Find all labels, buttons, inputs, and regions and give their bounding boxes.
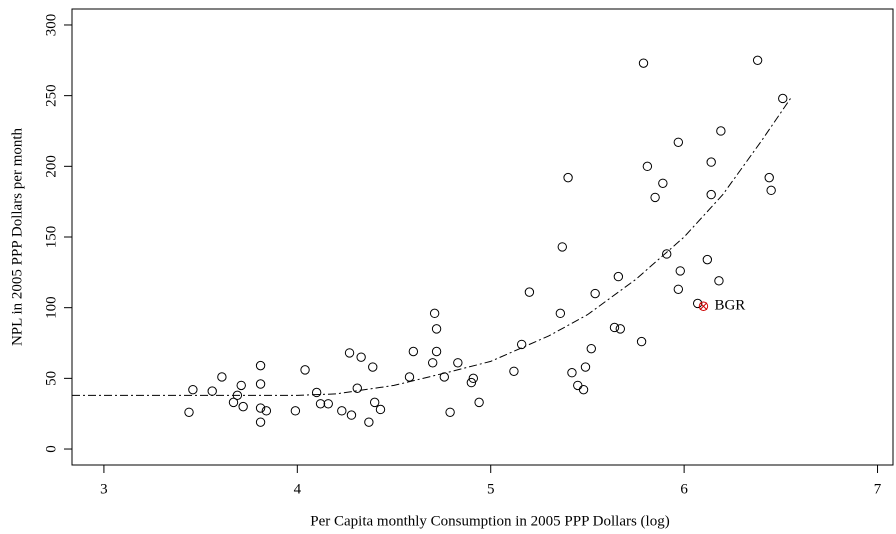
data-point [346,410,357,420]
data-point [228,397,239,408]
data-point [429,308,440,319]
data-point [184,407,194,417]
data-point [404,372,415,382]
data-point [356,352,366,362]
highlight-marker-part [698,301,709,311]
data-point [236,380,246,391]
y-tick-label: 100 [43,296,59,319]
data-point [673,284,684,295]
data-point [352,383,362,393]
x-tick-label: 5 [487,481,495,497]
data-point [578,384,589,395]
data-point [431,346,442,357]
data-point [706,157,716,167]
data-point [615,324,626,334]
x-tick-label: 6 [680,481,688,497]
data-point [642,161,653,172]
data-point [188,384,198,395]
y-tick-label: 250 [43,84,59,107]
data-point [673,137,684,147]
data-point [238,401,248,412]
data-point [613,271,624,282]
highlight-marker [698,301,709,311]
x-axis-label: Per Capita monthly Consumption in 2005 P… [310,513,669,529]
highlight-marker-part [699,302,708,311]
data-point [290,406,301,416]
data-point [261,406,272,416]
data-point [466,377,477,388]
data-point [337,406,347,416]
data-point [255,417,266,427]
data-point [716,126,726,136]
data-point [702,254,713,265]
data-point [344,348,355,358]
data-point [609,322,620,333]
data-point [323,399,333,409]
x-tick-label: 7 [874,481,882,497]
data-point [311,387,322,398]
data-point [662,249,672,259]
data-point [636,336,647,347]
data-point [217,372,227,382]
data-point [524,287,535,297]
data-point [509,366,519,376]
data-point [255,360,266,371]
data-point [255,403,266,413]
y-axis-label: NPL in 2005 PPP Dollars per month [9,127,25,346]
data-point [516,339,527,350]
data-point [408,346,419,357]
y-tick-label: 150 [43,226,59,249]
data-point [468,373,479,384]
data-point [255,379,266,389]
data-point [692,298,703,309]
data-point [706,189,716,200]
data-point [375,404,386,415]
data-point [573,380,583,391]
data-point [445,407,455,417]
data-point [638,58,649,68]
data-point [567,367,577,378]
data-point [453,358,463,368]
data-point [427,358,438,368]
data-point [764,172,774,183]
data-point [555,308,566,319]
data-point [590,288,600,299]
data-point [431,324,442,334]
y-tick-label: 50 [43,371,59,386]
data-point [778,93,788,104]
data-point [650,192,660,203]
data-point [586,343,596,354]
data-point [766,185,776,196]
data-point [364,417,374,427]
annotation: BGR [714,298,745,314]
x-tick-label: 4 [294,481,302,497]
data-point [714,276,724,286]
data-point [474,397,484,408]
data-point [369,397,380,408]
data-point [658,178,668,188]
y-tick-label: 300 [43,14,59,37]
x-tick-label: 3 [100,481,108,497]
y-tick-label: 0 [43,445,59,453]
fit-curve [72,98,791,396]
y-tick-label: 200 [43,155,59,178]
data-point [563,172,573,183]
data-point [675,266,685,276]
plot-frame [71,8,894,466]
data-point [207,386,217,396]
data-point [580,362,591,372]
data-point [368,362,378,372]
data-point [557,242,567,252]
data-point [300,365,310,375]
data-point [315,399,326,409]
data-point [752,55,763,66]
